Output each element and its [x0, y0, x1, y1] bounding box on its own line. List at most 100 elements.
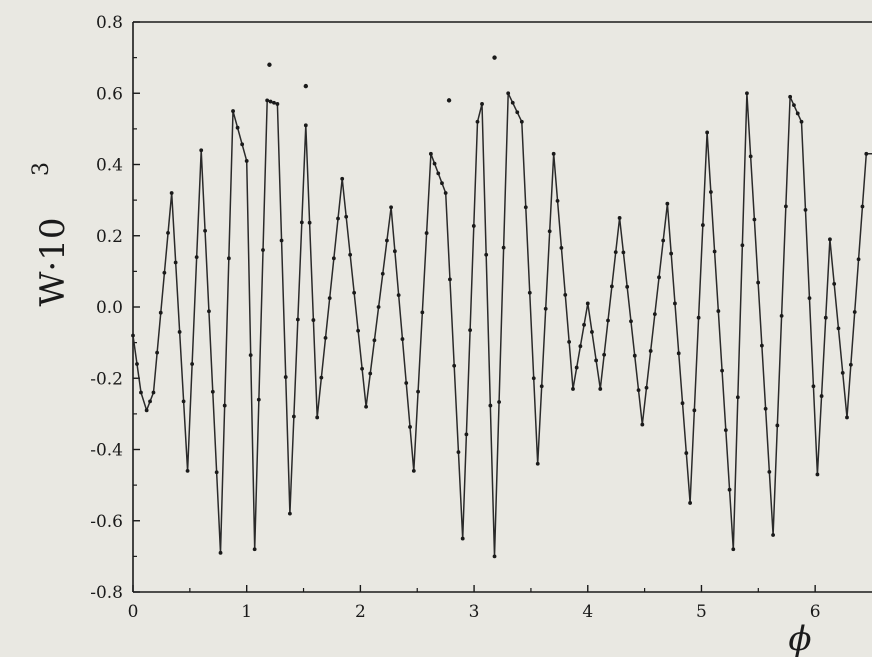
data-point [748, 154, 753, 159]
data-point [811, 384, 816, 389]
data-point [416, 389, 420, 394]
data-point [819, 394, 824, 398]
data-point [144, 408, 149, 413]
data-point [823, 315, 828, 320]
outlier-point [492, 55, 497, 60]
data-point [436, 171, 441, 176]
data-point [864, 151, 869, 156]
data-point [555, 198, 560, 203]
data-point [428, 151, 433, 156]
y-tick-label: 0.8 [96, 13, 123, 33]
data-point [231, 109, 235, 113]
data-point [763, 406, 768, 411]
data-point [210, 389, 215, 394]
y-tick-label: 0.2 [96, 227, 123, 247]
data-point [368, 371, 373, 376]
data-point [676, 351, 681, 356]
data-point [657, 275, 661, 280]
data-point [268, 99, 273, 104]
data-point [240, 142, 245, 147]
data-point [148, 399, 152, 404]
data-point [617, 216, 622, 220]
data-point [440, 181, 444, 186]
data-point [807, 296, 812, 300]
data-point [745, 91, 749, 96]
data-point [311, 318, 316, 322]
data-point [484, 252, 489, 257]
data-point [235, 125, 240, 130]
data-point [331, 256, 336, 261]
data-point [380, 271, 385, 276]
data-point [840, 371, 845, 375]
data-point [578, 344, 583, 349]
data-point [598, 387, 603, 391]
data-point [283, 375, 288, 379]
data-point [456, 450, 461, 455]
x-axis-label: ϕ [788, 619, 811, 657]
data-point [166, 231, 170, 235]
data-point [190, 362, 195, 366]
data-point [852, 310, 857, 314]
data-point [571, 387, 575, 391]
data-point [731, 547, 736, 552]
y-tick-label: -0.4 [90, 441, 123, 461]
data-point [279, 238, 284, 243]
data-point [539, 384, 544, 389]
data-point [845, 415, 849, 420]
y-tick-label: -0.6 [90, 512, 123, 532]
data-point [385, 238, 389, 243]
x-tick-label: 3 [469, 602, 480, 622]
data-point [609, 284, 614, 289]
data-point [803, 208, 808, 212]
data-point [139, 390, 143, 395]
data-point [632, 353, 637, 358]
data-point [400, 337, 405, 341]
data-point [158, 310, 163, 315]
data-point [492, 554, 497, 559]
y-tick-label: -0.8 [90, 583, 123, 603]
data-point [162, 270, 167, 275]
data-point [471, 224, 476, 228]
data-point [506, 91, 511, 96]
data-point [700, 223, 705, 227]
data-point [244, 159, 249, 163]
data-point [226, 256, 231, 261]
data-point [214, 470, 219, 475]
data-point [727, 487, 732, 492]
data-point [527, 290, 532, 295]
series-line [132, 92, 872, 558]
data-point [613, 250, 618, 255]
data-point [673, 301, 677, 306]
y-tick-label: -0.2 [90, 369, 123, 389]
data-point [348, 252, 353, 257]
data-point [740, 243, 745, 248]
data-point [155, 350, 160, 355]
x-tick-label: 4 [582, 602, 593, 622]
data-point [779, 314, 784, 318]
data-point [551, 151, 556, 156]
data-point [411, 468, 416, 473]
data-point [543, 306, 548, 311]
data-point [248, 353, 253, 357]
data-point [621, 250, 626, 255]
data-point [559, 245, 564, 250]
data-point [404, 381, 409, 385]
data-point [640, 422, 645, 427]
y-axis-label-base: W·10 [33, 217, 73, 306]
data-point [307, 220, 312, 225]
data-point [261, 248, 265, 252]
data-point [340, 176, 345, 181]
data-point [563, 292, 568, 297]
data-point [515, 110, 520, 115]
data-point [131, 333, 135, 338]
data-point [567, 340, 572, 344]
data-point [652, 312, 657, 317]
data-point [265, 98, 270, 103]
data-point [705, 130, 710, 135]
data-point [625, 284, 630, 289]
data-point [756, 280, 761, 285]
data-point [199, 148, 204, 153]
data-point [523, 205, 528, 210]
